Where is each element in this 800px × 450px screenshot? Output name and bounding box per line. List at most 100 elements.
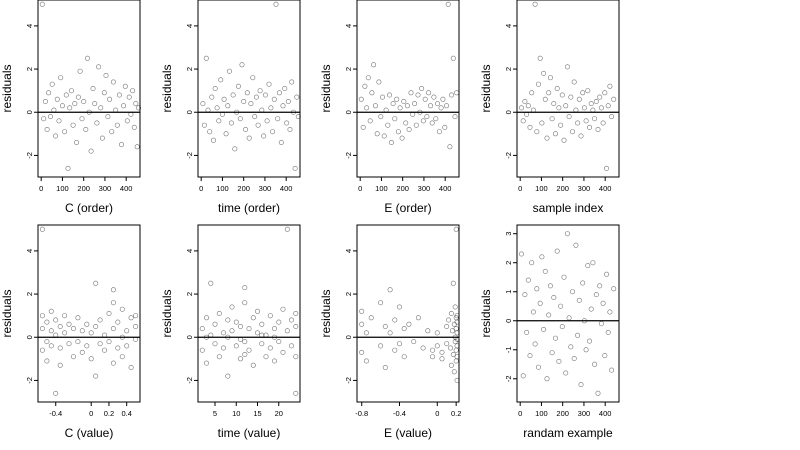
data-point xyxy=(136,105,142,111)
data-point xyxy=(110,360,116,366)
x-tick-label: 300 xyxy=(259,184,272,193)
data-point xyxy=(571,79,577,85)
data-point xyxy=(592,116,598,122)
data-point xyxy=(282,86,288,92)
data-point xyxy=(592,361,598,367)
data-point xyxy=(44,319,50,325)
data-point xyxy=(588,306,594,312)
x-tick-label: 300 xyxy=(578,184,591,193)
data-point xyxy=(259,332,265,338)
data-point xyxy=(551,294,557,300)
data-point xyxy=(133,323,139,329)
y-tick-label: 4 xyxy=(344,24,353,28)
data-point xyxy=(530,309,536,315)
data-point xyxy=(426,90,432,96)
data-point xyxy=(448,362,454,368)
y-tick-label: 0 xyxy=(344,335,353,339)
data-point xyxy=(280,349,286,355)
data-point xyxy=(84,343,90,349)
x-tick-label: 0 xyxy=(89,409,93,418)
data-point xyxy=(223,131,229,137)
data-point xyxy=(119,306,125,312)
data-point xyxy=(131,124,137,130)
data-point xyxy=(57,323,63,329)
y-tick-label: 3 xyxy=(504,232,513,236)
data-point xyxy=(199,326,205,332)
data-point xyxy=(53,390,59,396)
data-point xyxy=(439,349,445,355)
data-point xyxy=(93,280,99,286)
data-point xyxy=(600,300,606,306)
data-point xyxy=(57,362,63,368)
data-point xyxy=(246,135,252,141)
data-point xyxy=(588,101,594,107)
data-point xyxy=(450,280,456,286)
x-tick-label: -0.4 xyxy=(393,409,406,418)
data-point xyxy=(62,330,68,336)
data-point xyxy=(430,347,436,353)
data-point xyxy=(79,116,85,122)
data-point xyxy=(396,304,402,310)
data-point xyxy=(293,354,299,360)
data-point xyxy=(232,146,238,152)
data-point xyxy=(392,317,398,323)
data-point xyxy=(452,304,458,310)
data-point xyxy=(529,90,535,96)
data-point xyxy=(585,88,591,94)
data-point xyxy=(216,310,222,316)
data-point xyxy=(552,335,558,341)
data-point xyxy=(374,131,380,137)
data-point xyxy=(41,116,47,122)
data-point xyxy=(39,326,45,332)
plot-frame xyxy=(197,0,301,178)
y-tick-label: 2 xyxy=(185,67,194,71)
data-point xyxy=(443,103,449,109)
data-point xyxy=(97,317,103,323)
data-point xyxy=(84,321,90,327)
y-tick-label: 4 xyxy=(185,249,194,253)
x-axis-label: E (value) xyxy=(384,426,432,440)
data-point xyxy=(607,309,613,315)
data-point xyxy=(527,353,533,359)
data-point xyxy=(454,319,460,325)
data-point xyxy=(453,347,459,353)
panel-5: -0.4 0 0.2 0.4 -2 0 2 4 C (value) residuals xyxy=(0,224,141,440)
x-tick-label: 0 xyxy=(39,184,43,193)
data-point xyxy=(267,313,273,319)
data-point xyxy=(119,354,125,360)
data-point xyxy=(364,105,370,111)
y-tick-label: 2 xyxy=(344,292,353,296)
y-tick-label: 2 xyxy=(504,67,513,71)
data-point xyxy=(68,88,74,94)
data-point xyxy=(284,226,290,232)
data-point xyxy=(238,323,244,329)
data-point xyxy=(593,99,599,105)
data-point xyxy=(48,343,54,349)
data-point xyxy=(450,351,456,357)
data-point xyxy=(96,64,102,70)
data-point xyxy=(397,105,403,111)
data-point xyxy=(564,231,570,237)
data-points xyxy=(39,1,142,171)
data-point xyxy=(49,81,55,87)
data-point xyxy=(271,326,277,332)
data-points xyxy=(518,231,617,396)
data-point xyxy=(379,94,385,100)
data-point xyxy=(109,129,115,135)
data-point xyxy=(611,286,617,292)
plot-frame xyxy=(197,224,301,403)
data-point xyxy=(113,107,119,113)
data-point xyxy=(583,118,589,124)
data-point xyxy=(233,319,239,325)
y-axis-label: residuals xyxy=(319,64,333,112)
x-axis-label: time (order) xyxy=(218,201,280,215)
data-point xyxy=(257,88,263,94)
x-tick-label: 0 xyxy=(518,184,522,193)
x-tick-label: 20 xyxy=(275,409,283,418)
y-tick-label: 2 xyxy=(185,292,194,296)
data-point xyxy=(581,318,587,324)
data-point xyxy=(368,315,374,321)
x-tick-label: 300 xyxy=(578,409,591,418)
data-point xyxy=(242,285,248,291)
